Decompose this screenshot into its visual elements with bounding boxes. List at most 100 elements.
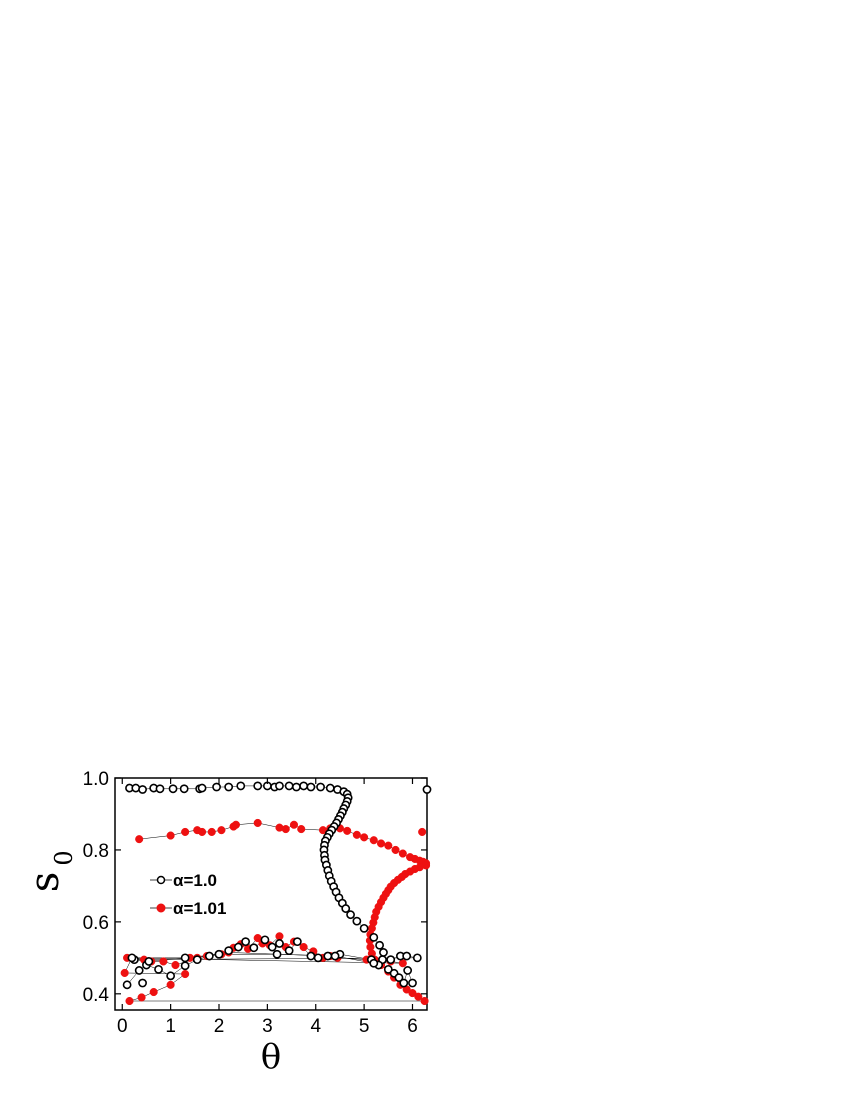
x-tick-label: 4 <box>310 1016 321 1037</box>
legend-label: α=1.01 <box>173 899 226 918</box>
data-point-alpha-1.0 <box>179 784 189 794</box>
data-point-alpha-1.0 <box>267 942 277 952</box>
data-point-alpha-1.0 <box>134 966 144 975</box>
data-point-alpha-1.0 <box>253 781 263 791</box>
legend-label: α=1.0 <box>173 871 217 890</box>
data-point-alpha-1.0 <box>299 781 309 791</box>
data-point-alpha-1.0 <box>341 904 351 913</box>
data-point-alpha-1.01 <box>418 827 427 837</box>
data-point-alpha-1.01 <box>149 987 158 997</box>
data-point-alpha-1.01 <box>369 836 378 845</box>
data-point-alpha-1.0 <box>399 978 409 988</box>
data-point-alpha-1.01 <box>420 996 429 1006</box>
data-point-alpha-1.0 <box>166 971 176 981</box>
data-point-alpha-1.0 <box>408 978 417 988</box>
data-point-alpha-1.01 <box>166 831 175 840</box>
data-point-alpha-1.01 <box>253 818 262 828</box>
data-point-alpha-1.01 <box>275 932 284 941</box>
data-point-alpha-1.01 <box>217 826 226 835</box>
data-point-alpha-1.0 <box>138 978 147 988</box>
y-tick-label: 0.4 <box>83 985 110 1006</box>
data-point-alpha-1.0 <box>369 932 379 942</box>
connector-line <box>139 835 171 840</box>
data-point-alpha-1.0 <box>422 785 432 794</box>
data-point-alpha-1.0 <box>292 937 302 947</box>
data-point-alpha-1.0 <box>369 958 379 968</box>
data-point-alpha-1.01 <box>297 825 306 834</box>
data-point-alpha-1.0 <box>306 782 316 792</box>
data-point-alpha-1.01 <box>159 957 168 966</box>
data-point-alpha-1.01 <box>398 849 407 858</box>
data-point-alpha-1.0 <box>272 949 282 959</box>
data-point-alpha-1.0 <box>291 782 301 792</box>
data-point-alpha-1.0 <box>224 782 234 792</box>
data-point-alpha-1.01 <box>125 996 134 1006</box>
data-point-alpha-1.0 <box>233 942 243 952</box>
data-point-alpha-1.01 <box>181 969 190 979</box>
data-point-alpha-1.0 <box>323 951 333 961</box>
x-tick-label: 5 <box>359 1016 370 1037</box>
data-point-alpha-1.0 <box>306 951 316 961</box>
x-axis-label: θ <box>261 1037 281 1077</box>
legend-item-alpha-1.01: α=1.01 <box>150 899 226 918</box>
data-point-alpha-1.0 <box>204 951 214 961</box>
data-point-alpha-1.0 <box>346 910 355 920</box>
data-point-alpha-1.0 <box>122 980 132 990</box>
x-axis-ticks: 0 1 2 3 4 5 6 <box>117 778 418 1037</box>
data-point-alpha-1.01 <box>384 841 393 850</box>
data-point-alpha-1.0 <box>325 783 335 793</box>
data-point-alpha-1.0 <box>375 940 384 950</box>
data-point-alpha-1.0 <box>127 953 137 963</box>
data-point-alpha-1.0 <box>197 783 207 793</box>
x-tick-label: 3 <box>262 1016 273 1037</box>
x-tick-label: 2 <box>214 1016 225 1037</box>
data-point-alpha-1.01 <box>120 968 129 978</box>
data-point-alpha-1.01 <box>408 989 417 998</box>
data-point-alpha-1.01 <box>398 959 407 968</box>
legend-item-alpha-1.0: α=1.0 <box>150 871 217 890</box>
y-tick-label: 0.6 <box>83 913 109 934</box>
legend-marker-filled-circle <box>156 903 166 913</box>
y-tick-label: 0.8 <box>83 841 109 862</box>
data-point-alpha-1.01 <box>391 845 400 854</box>
data-point-alpha-1.0 <box>383 964 393 974</box>
data-point-alpha-1.0 <box>359 923 369 933</box>
data-point-alpha-1.0 <box>138 785 147 794</box>
data-point-alpha-1.01 <box>135 835 144 844</box>
data-point-alpha-1.0 <box>212 782 221 792</box>
data-point-alpha-1.01 <box>137 993 146 1002</box>
data-point-alpha-1.01 <box>360 833 369 842</box>
x-tick-label: 6 <box>407 1016 418 1037</box>
legend-marker-open-circle <box>156 875 166 885</box>
y-axis-label-main: s <box>22 872 68 893</box>
legend: α=1.0 α=1.01 <box>150 871 226 918</box>
y-tick-label: 1.0 <box>83 769 109 790</box>
data-point-alpha-1.01 <box>171 960 180 970</box>
data-point-alpha-1.0 <box>192 955 202 965</box>
data-point-alpha-1.01 <box>166 980 175 989</box>
data-point-alpha-1.0 <box>316 782 325 792</box>
data-point-alpha-1.01 <box>281 825 290 834</box>
data-point-alpha-1.0 <box>155 784 165 794</box>
data-point-alpha-1.0 <box>236 781 246 791</box>
data-point-alpha-1.0 <box>379 948 388 957</box>
data-point-alpha-1.0 <box>402 951 412 961</box>
data-point-alpha-1.01 <box>231 820 240 829</box>
data-point-alpha-1.0 <box>275 781 284 791</box>
data-point-alpha-1.0 <box>260 935 270 945</box>
data-point-alpha-1.0 <box>224 946 234 956</box>
plot-frame <box>114 777 428 1011</box>
data-point-alpha-1.01 <box>376 839 386 848</box>
data-point-alpha-1.0 <box>180 953 190 963</box>
data-point-alpha-1.01 <box>198 827 207 837</box>
data-point-alpha-1.0 <box>180 961 190 971</box>
data-point-alpha-1.01 <box>352 830 361 839</box>
y-axis-label: s 0 <box>22 850 78 892</box>
data-point-alpha-1.0 <box>403 966 413 975</box>
data-point-alpha-1.0 <box>313 953 323 963</box>
data-point-alpha-1.01 <box>181 827 190 837</box>
data-point-alpha-1.0 <box>144 957 154 966</box>
y-axis-label-subscript: 0 <box>50 850 78 865</box>
data-point-alpha-1.01 <box>414 992 423 1001</box>
